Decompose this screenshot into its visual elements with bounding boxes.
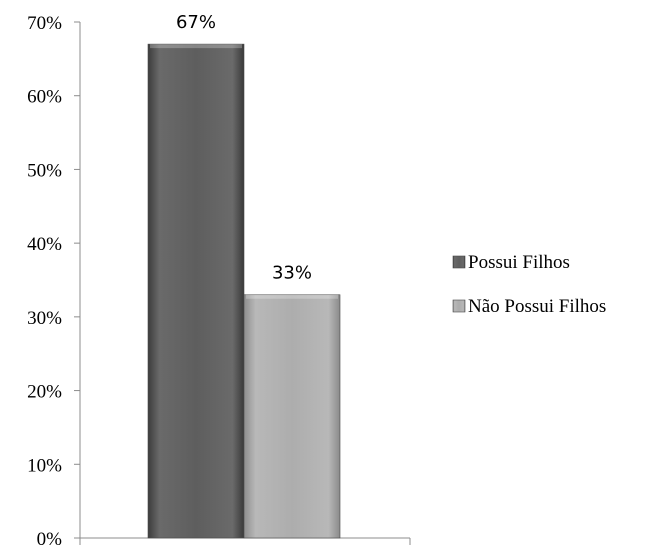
- legend-swatch: [452, 255, 466, 269]
- y-tick-label: 30%: [27, 308, 62, 329]
- data-label: 67%: [176, 12, 216, 33]
- bars: [147, 43, 341, 539]
- data-labels: 67% 33%: [176, 12, 312, 284]
- y-tick-label: 60%: [27, 87, 62, 108]
- legend-label: Possui Filhos: [468, 252, 570, 273]
- bar-nao-possui-filhos: [243, 294, 341, 539]
- y-tick-label: 70%: [27, 13, 62, 34]
- legend-swatch: [452, 299, 466, 313]
- y-tick-label: 50%: [27, 160, 62, 181]
- y-axis-ticks: [74, 21, 80, 539]
- y-tick-label: 40%: [27, 234, 62, 255]
- y-tick-label: 0%: [37, 529, 63, 546]
- bar-possui-filhos: [147, 43, 245, 539]
- y-axis-tick-labels: 0% 10% 20% 30% 40% 50% 60% 70%: [27, 13, 62, 546]
- y-tick-label: 20%: [27, 382, 62, 403]
- legend: Possui Filhos Não Possui Filhos: [452, 252, 606, 317]
- bar-bevel-top: [246, 294, 338, 299]
- bar-bevel-top: [150, 44, 242, 49]
- y-tick-label: 10%: [27, 455, 62, 476]
- legend-label: Não Possui Filhos: [468, 296, 606, 317]
- data-label: 33%: [272, 263, 312, 284]
